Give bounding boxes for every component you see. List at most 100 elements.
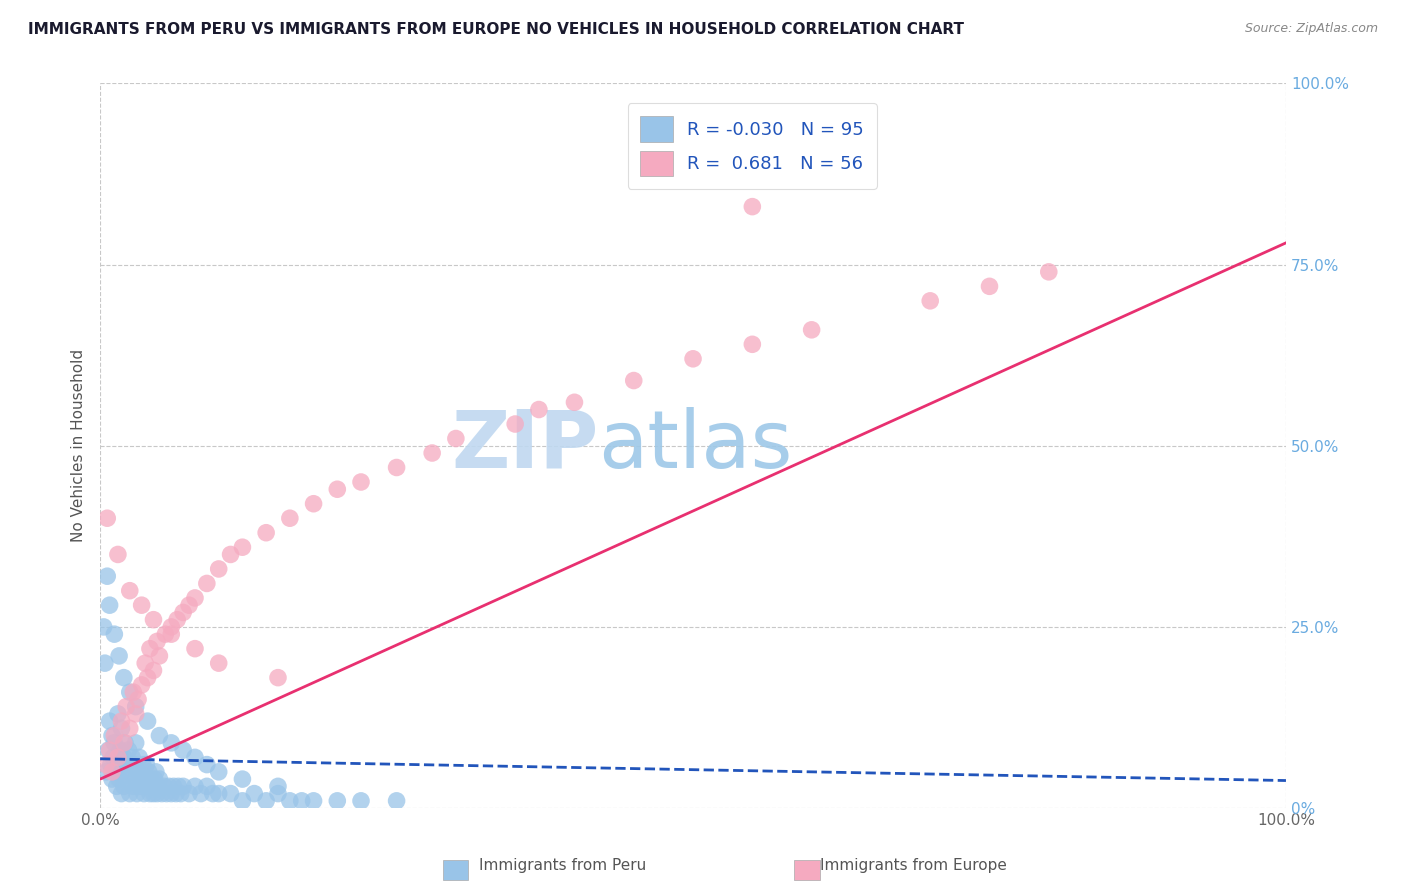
Point: [219, 787, 242, 801]
Point: [131, 598, 153, 612]
Text: ZIP: ZIP: [451, 407, 598, 484]
Point: [155, 787, 177, 801]
Point: [201, 787, 224, 801]
Point: [163, 780, 186, 794]
Point: [145, 764, 167, 779]
Point: [1038, 265, 1060, 279]
Point: [160, 620, 183, 634]
Point: [94, 764, 117, 779]
Text: IMMIGRANTS FROM PERU VS IMMIGRANTS FROM EUROPE NO VEHICLES IN HOUSEHOLD CORRELAT: IMMIGRANTS FROM PERU VS IMMIGRANTS FROM …: [28, 22, 965, 37]
Point: [120, 764, 142, 779]
Point: [243, 787, 266, 801]
Point: [172, 743, 194, 757]
Point: [114, 736, 136, 750]
Point: [127, 692, 149, 706]
Point: [148, 780, 170, 794]
Point: [160, 627, 183, 641]
Point: [350, 475, 373, 489]
Text: atlas: atlas: [598, 407, 793, 484]
Point: [167, 780, 190, 794]
Point: [231, 794, 253, 808]
Point: [115, 757, 138, 772]
Point: [155, 627, 177, 641]
Point: [184, 780, 207, 794]
Point: [302, 497, 325, 511]
Point: [104, 764, 127, 779]
Point: [124, 757, 146, 772]
Text: Immigrants from Peru: Immigrants from Peru: [479, 858, 645, 872]
Point: [112, 780, 135, 794]
Point: [136, 714, 159, 728]
Point: [125, 706, 148, 721]
Point: [93, 620, 115, 634]
Point: [177, 787, 200, 801]
Point: [110, 743, 132, 757]
Point: [101, 764, 124, 779]
Point: [160, 736, 183, 750]
Point: [143, 772, 166, 786]
Point: [98, 598, 121, 612]
Point: [127, 764, 149, 779]
Point: [254, 525, 277, 540]
Point: [94, 757, 117, 772]
Point: [160, 787, 183, 801]
Point: [153, 780, 176, 794]
Point: [148, 772, 170, 786]
Point: [148, 648, 170, 663]
Point: [118, 722, 141, 736]
Point: [141, 780, 163, 794]
Point: [195, 757, 218, 772]
Point: [146, 787, 169, 801]
Point: [94, 656, 117, 670]
Point: [110, 722, 132, 736]
Point: [101, 729, 124, 743]
Point: [208, 656, 231, 670]
Point: [101, 750, 124, 764]
Point: [142, 664, 165, 678]
Point: [172, 606, 194, 620]
Point: [195, 780, 218, 794]
Text: Immigrants from Europe: Immigrants from Europe: [821, 858, 1007, 872]
Point: [134, 656, 156, 670]
Point: [115, 699, 138, 714]
Point: [150, 787, 173, 801]
Point: [166, 613, 188, 627]
Point: [157, 780, 180, 794]
Point: [979, 279, 1001, 293]
Point: [190, 787, 212, 801]
Point: [350, 794, 373, 808]
Point: [184, 591, 207, 605]
Point: [110, 714, 132, 728]
Point: [103, 627, 125, 641]
Point: [122, 685, 145, 699]
Point: [184, 750, 207, 764]
Point: [267, 787, 290, 801]
Point: [117, 772, 139, 786]
Point: [138, 764, 160, 779]
Point: [231, 540, 253, 554]
Point: [302, 794, 325, 808]
Point: [177, 598, 200, 612]
Point: [165, 787, 187, 801]
Point: [385, 460, 408, 475]
Point: [112, 736, 135, 750]
Point: [208, 764, 231, 779]
Point: [741, 337, 763, 351]
Point: [564, 395, 586, 409]
Point: [254, 794, 277, 808]
Point: [125, 736, 148, 750]
Point: [267, 671, 290, 685]
Point: [108, 648, 131, 663]
Point: [920, 293, 942, 308]
Point: [134, 772, 156, 786]
Point: [231, 772, 253, 786]
Point: [103, 736, 125, 750]
Point: [148, 729, 170, 743]
Point: [132, 787, 155, 801]
Point: [139, 787, 162, 801]
Point: [122, 780, 145, 794]
Point: [503, 417, 526, 431]
Point: [219, 548, 242, 562]
Point: [96, 511, 118, 525]
Point: [139, 772, 162, 786]
